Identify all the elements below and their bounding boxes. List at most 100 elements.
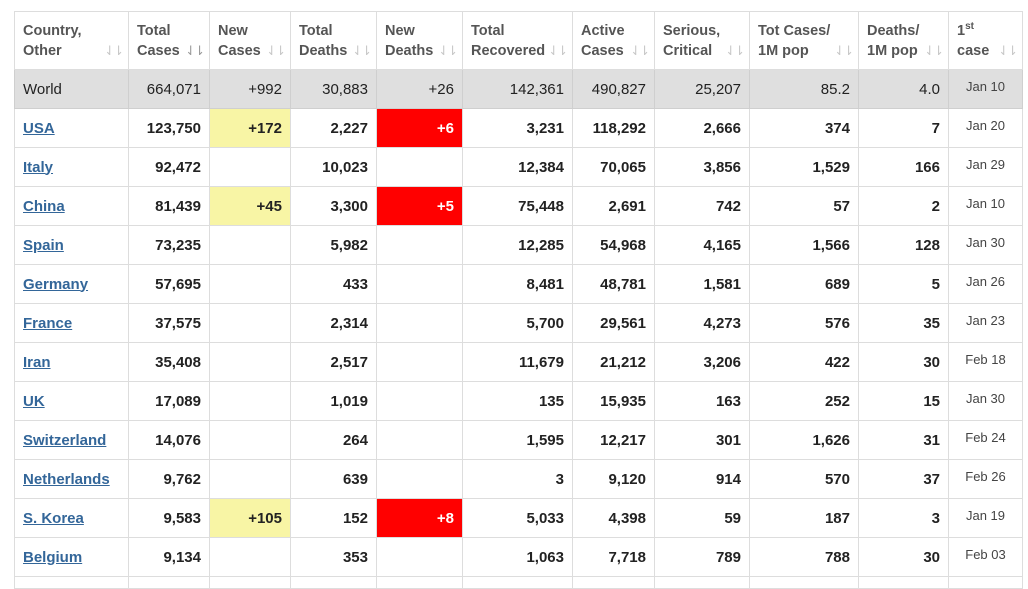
serious-critical-header[interactable]: Serious, Critical ⇃⇂ bbox=[654, 11, 750, 70]
total-cases-cell: 664,071 bbox=[128, 69, 210, 109]
country-header[interactable]: Country, Other ⇃⇂ bbox=[14, 11, 129, 70]
serious-critical-cell: 59 bbox=[654, 498, 750, 538]
active-cases-header[interactable]: Active Cases ⇃⇂ bbox=[572, 11, 655, 70]
country-cell: World bbox=[14, 69, 129, 109]
country-cell: Spain bbox=[14, 225, 129, 265]
sort-arrows-icon[interactable]: ⇃⇂ bbox=[104, 43, 124, 58]
sort-arrows-icon[interactable]: ⇃⇂ bbox=[834, 43, 854, 58]
active-cases-cell: 54,968 bbox=[572, 225, 655, 265]
table-row: USA 123,750 +172 2,227 +6 3,231 118,292 2,666 37… bbox=[14, 108, 1023, 148]
table-row: Belgium 9,134 353 1,063 7,718 789 788 30 Feb 03 bbox=[14, 537, 1023, 577]
deaths-per-million-cell: 3 bbox=[858, 498, 949, 538]
sort-arrows-icon[interactable]: ⇃⇂ bbox=[438, 43, 458, 58]
active-cases-cell: 9,120 bbox=[572, 459, 655, 499]
new-deaths-header[interactable]: New Deaths ⇃⇂ bbox=[376, 11, 463, 70]
total-cases-header[interactable]: Total Cases ⇃⇂ bbox=[128, 11, 210, 70]
country-link[interactable]: Netherlands bbox=[23, 470, 110, 488]
country-cell: USA bbox=[14, 108, 129, 148]
sort-arrows-icon[interactable]: ⇃⇂ bbox=[352, 43, 372, 58]
active-cases-cell: 7,718 bbox=[572, 537, 655, 577]
total-cases-cell: 9,583 bbox=[128, 498, 210, 538]
new-deaths-cell bbox=[376, 420, 463, 460]
country-link[interactable]: USA bbox=[23, 119, 55, 137]
first-case-cell: Jan 19 bbox=[948, 498, 1023, 538]
deaths-per-million-cell: 15 bbox=[858, 381, 949, 421]
cases-per-million-header[interactable]: Tot Cases/1M pop ⇃⇂ bbox=[749, 11, 859, 70]
active-cases-cell: 12,217 bbox=[572, 420, 655, 460]
sort-arrows-icon[interactable]: ⇃⇂ bbox=[266, 43, 286, 58]
country-cell: Belgium bbox=[14, 537, 129, 577]
country-link[interactable]: Switzerland bbox=[23, 431, 107, 449]
table-row: S. Korea 9,583 +105 152 +8 5,033 4,398 59 187 3 Ja… bbox=[14, 498, 1023, 538]
header-line2: Critical bbox=[663, 42, 713, 59]
header-line2: Cases bbox=[137, 42, 180, 59]
sort-arrows-icon[interactable]: ⇃⇂ bbox=[630, 43, 650, 58]
new-deaths-cell bbox=[376, 537, 463, 577]
sort-arrows-icon[interactable]: ⇃⇂ bbox=[548, 43, 568, 58]
total-recovered-cell: 142,361 bbox=[462, 69, 573, 109]
total-recovered-cell: 5,700 bbox=[462, 303, 573, 343]
total-cases-cell: 123,750 bbox=[128, 108, 210, 148]
empty-cell bbox=[128, 576, 210, 589]
serious-critical-cell: 25,207 bbox=[654, 69, 750, 109]
country-link[interactable]: Italy bbox=[23, 158, 54, 176]
country-link[interactable]: Spain bbox=[23, 236, 64, 254]
country-link[interactable]: France bbox=[23, 314, 73, 332]
total-cases-cell: 57,695 bbox=[128, 264, 210, 304]
sort-arrows-icon[interactable]: ⇃⇂ bbox=[998, 43, 1018, 58]
country-link[interactable]: Belgium bbox=[23, 548, 83, 566]
country-cell: Italy bbox=[14, 147, 129, 187]
first-case-cell: Jan 23 bbox=[948, 303, 1023, 343]
table-row bbox=[14, 576, 1023, 589]
serious-critical-cell: 4,273 bbox=[654, 303, 750, 343]
new-cases-cell bbox=[209, 264, 291, 304]
empty-cell bbox=[572, 576, 655, 589]
header-line2: Cases bbox=[581, 42, 624, 59]
total-deaths-cell: 10,023 bbox=[290, 147, 377, 187]
deaths-per-million-header[interactable]: Deaths/1M pop ⇃⇂ bbox=[858, 11, 949, 70]
countries-table: Country, Other ⇃⇂ Total Cases ⇃⇂ New Cases ⇃⇂ Tot… bbox=[14, 11, 1023, 589]
sort-arrows-icon[interactable]: ⇃⇂ bbox=[924, 43, 944, 58]
total-recovered-cell: 12,285 bbox=[462, 225, 573, 265]
serious-critical-cell: 789 bbox=[654, 537, 750, 577]
total-deaths-cell: 30,883 bbox=[290, 69, 377, 109]
country-link[interactable]: Iran bbox=[23, 353, 51, 371]
table-row: UK 17,089 1,019 135 15,935 163 252 15 Jan 30 bbox=[14, 381, 1023, 421]
country-link[interactable]: S. Korea bbox=[23, 509, 84, 527]
total-deaths-cell: 264 bbox=[290, 420, 377, 460]
header-line1: Country, bbox=[23, 22, 82, 39]
table-row: Switzerland 14,076 264 1,595 12,217 301 1,626 3… bbox=[14, 420, 1023, 460]
new-deaths-cell bbox=[376, 147, 463, 187]
country-link[interactable]: China bbox=[23, 197, 65, 215]
new-cases-header[interactable]: New Cases ⇃⇂ bbox=[209, 11, 291, 70]
empty-cell bbox=[858, 576, 949, 589]
active-cases-cell: 29,561 bbox=[572, 303, 655, 343]
cases-per-million-cell: 252 bbox=[749, 381, 859, 421]
total-recovered-cell: 8,481 bbox=[462, 264, 573, 304]
cases-per-million-cell: 689 bbox=[749, 264, 859, 304]
new-deaths-cell: +26 bbox=[376, 69, 463, 109]
table-row: France 37,575 2,314 5,700 29,561 4,273 576 35 Ja… bbox=[14, 303, 1023, 343]
deaths-per-million-cell: 4.0 bbox=[858, 69, 949, 109]
sort-arrows-icon[interactable]: ⇃⇂ bbox=[725, 43, 745, 58]
total-recovered-header[interactable]: Total Recovered ⇃⇂ bbox=[462, 11, 573, 70]
cases-per-million-cell: 374 bbox=[749, 108, 859, 148]
total-recovered-cell: 12,384 bbox=[462, 147, 573, 187]
first-case-header[interactable]: 1st case ⇃⇂ bbox=[948, 11, 1023, 70]
serious-critical-cell: 3,206 bbox=[654, 342, 750, 382]
active-cases-cell: 70,065 bbox=[572, 147, 655, 187]
deaths-per-million-cell: 166 bbox=[858, 147, 949, 187]
deaths-per-million-cell: 35 bbox=[858, 303, 949, 343]
empty-cell bbox=[14, 576, 129, 589]
sort-arrows-icon[interactable]: ⇃⇂ bbox=[185, 43, 205, 58]
country-link[interactable]: Germany bbox=[23, 275, 89, 293]
empty-cell bbox=[948, 576, 1023, 589]
deaths-per-million-cell: 128 bbox=[858, 225, 949, 265]
first-case-cell: Feb 18 bbox=[948, 342, 1023, 382]
new-cases-cell bbox=[209, 537, 291, 577]
total-deaths-header[interactable]: Total Deaths ⇃⇂ bbox=[290, 11, 377, 70]
country-link[interactable]: UK bbox=[23, 392, 45, 410]
total-recovered-cell: 135 bbox=[462, 381, 573, 421]
header-line1: 1 bbox=[957, 22, 966, 39]
